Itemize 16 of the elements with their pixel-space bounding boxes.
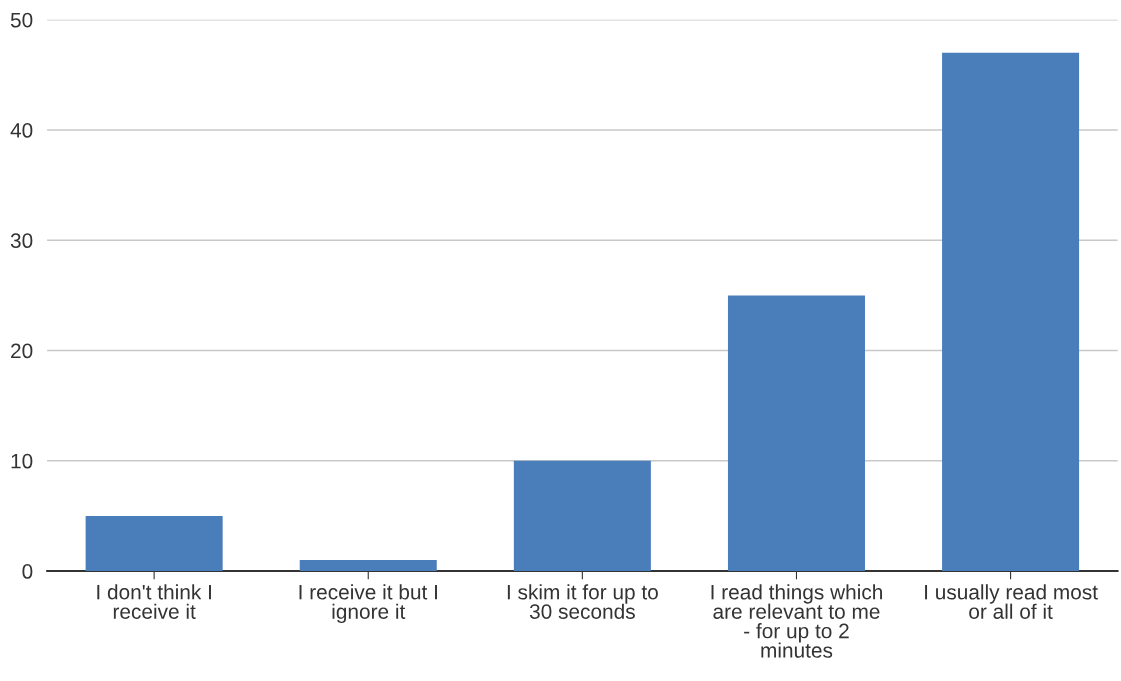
y-tick-label: 10 — [11, 453, 33, 469]
bar — [299, 559, 437, 572]
x-tick-label: I don't think I receive it — [97, 584, 211, 619]
bar — [85, 515, 223, 572]
y-tick-label: 50 — [10, 12, 33, 28]
x-tick-label: I read things which are relevant to me - for up to 2 minutes — [711, 584, 882, 658]
x-tick-label: I skim it for up to 30 seconds — [507, 584, 658, 619]
y-tick-label: 0 — [22, 564, 33, 579]
y-tick-label: 30 — [10, 233, 33, 249]
x-tick-label: I usually read most or all of it — [925, 584, 1098, 619]
bar — [513, 460, 651, 572]
bar — [727, 295, 865, 572]
bar — [942, 52, 1080, 572]
x-tick-label: I receive it but I ignore it — [299, 584, 437, 624]
y-tick-label: 40 — [10, 123, 33, 138]
y-tick-label: 20 — [11, 343, 33, 359]
